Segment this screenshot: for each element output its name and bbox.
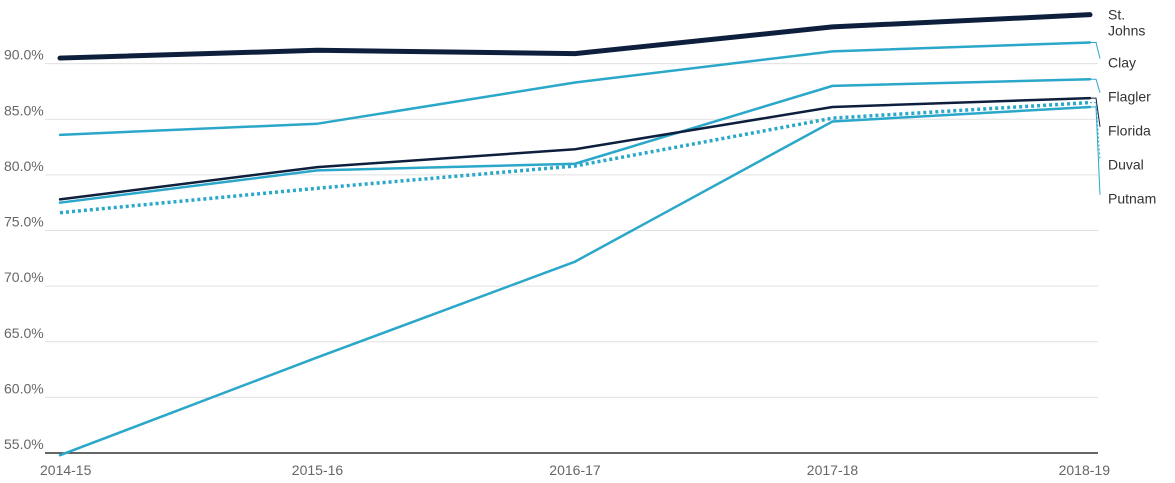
series-label-line: St.: [1108, 7, 1125, 23]
series-label-line: Clay: [1108, 55, 1136, 71]
y-tick-label: 75.0%: [4, 214, 44, 230]
series-label-florida: Florida: [1108, 123, 1151, 139]
label-leader-clay: [1090, 41, 1101, 59]
y-tick-label: 55.0%: [4, 436, 44, 452]
series-lines: [57, 12, 1093, 457]
x-tick-label: 2014-15: [40, 462, 92, 478]
series-label-line: Florida: [1108, 123, 1151, 139]
series-label-line: Flagler: [1108, 89, 1151, 105]
series-label-clay: Clay: [1108, 55, 1136, 71]
y-tick-label: 65.0%: [4, 325, 44, 341]
gridlines: [45, 63, 1098, 398]
y-tick-label: 85.0%: [4, 102, 44, 118]
y-tick-label: 90.0%: [4, 47, 44, 63]
series-label-line: Duval: [1108, 157, 1144, 173]
y-tick-label: 60.0%: [4, 380, 44, 396]
series-line-flagler: [58, 77, 1092, 204]
series-label-putnam: Putnam: [1108, 191, 1156, 207]
series-line-putnam: [58, 105, 1092, 457]
x-tick-label: 2018-19: [1059, 462, 1111, 478]
series-line-florida: [58, 96, 1092, 201]
y-tick-label: 80.0%: [4, 158, 44, 174]
label-leader-flagler: [1090, 78, 1101, 93]
label-leader-duval: [1090, 102, 1101, 161]
series-label-line: Putnam: [1108, 191, 1156, 207]
x-tick-label: 2016-17: [549, 462, 601, 478]
series-labels: St. Johns Clay Flagler Florida Duval Putnam: [1090, 7, 1156, 207]
x-tick-label: 2015-16: [292, 462, 344, 478]
series-label-line: Johns: [1108, 23, 1145, 39]
series-line-duval: [59, 100, 1091, 215]
label-leader-putnam: [1090, 106, 1101, 195]
series-label-duval: Duval: [1108, 157, 1144, 173]
y-tick-label: 70.0%: [4, 269, 44, 285]
axes: 55.0% 60.0% 65.0% 70.0% 75.0% 80.0% 85.0% 90.0%…: [4, 47, 1110, 478]
series-line-clay: [58, 41, 1092, 137]
series-label-flagler: Flagler: [1108, 89, 1151, 105]
series-label-st-johns: St. Johns: [1108, 7, 1145, 39]
series-line-st-johns: [57, 12, 1093, 61]
x-tick-label: 2017-18: [807, 462, 859, 478]
label-leader-florida: [1090, 97, 1101, 127]
